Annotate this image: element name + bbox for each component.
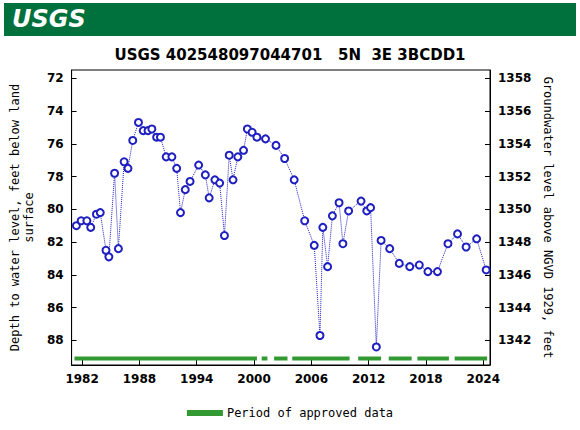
svg-text:76: 76 — [47, 137, 64, 151]
svg-text:1352: 1352 — [498, 170, 531, 184]
svg-text:82: 82 — [47, 235, 64, 249]
svg-text:Period of approved data: Period of approved data — [227, 406, 393, 420]
svg-text:Depth to water level, feet bel: Depth to water level, feet below land — [8, 84, 22, 351]
svg-text:1342: 1342 — [498, 333, 531, 347]
svg-text:88: 88 — [47, 333, 64, 347]
svg-text:1358: 1358 — [498, 71, 531, 85]
svg-text:1982: 1982 — [65, 372, 98, 386]
svg-text:1346: 1346 — [498, 268, 531, 282]
svg-text:72: 72 — [47, 71, 64, 85]
svg-text:74: 74 — [47, 104, 64, 118]
svg-text:1356: 1356 — [498, 104, 531, 118]
svg-text:surface: surface — [22, 192, 36, 243]
svg-text:84: 84 — [47, 268, 64, 282]
svg-text:1994: 1994 — [180, 372, 213, 386]
svg-text:1354: 1354 — [498, 137, 531, 151]
svg-text:Groundwater level above NGVD 1: Groundwater level above NGVD 1929, feet — [541, 77, 555, 359]
svg-text:2024: 2024 — [467, 372, 500, 386]
svg-text:1350: 1350 — [498, 202, 531, 216]
svg-text:86: 86 — [47, 301, 64, 315]
svg-text:2006: 2006 — [295, 372, 328, 386]
svg-text:USGS: USGS — [12, 5, 86, 33]
svg-text:2000: 2000 — [237, 372, 270, 386]
svg-text:2018: 2018 — [409, 372, 442, 386]
svg-text:80: 80 — [47, 202, 64, 216]
svg-text:78: 78 — [47, 170, 64, 184]
svg-text:1348: 1348 — [498, 235, 531, 249]
svg-text:1988: 1988 — [123, 372, 156, 386]
svg-text:USGS 402548097044701 5N 3E: USGS 402548097044701 5N 3E 3BCDD1 — [114, 46, 465, 64]
svg-text:2012: 2012 — [352, 372, 385, 386]
svg-text:1344: 1344 — [498, 301, 531, 315]
